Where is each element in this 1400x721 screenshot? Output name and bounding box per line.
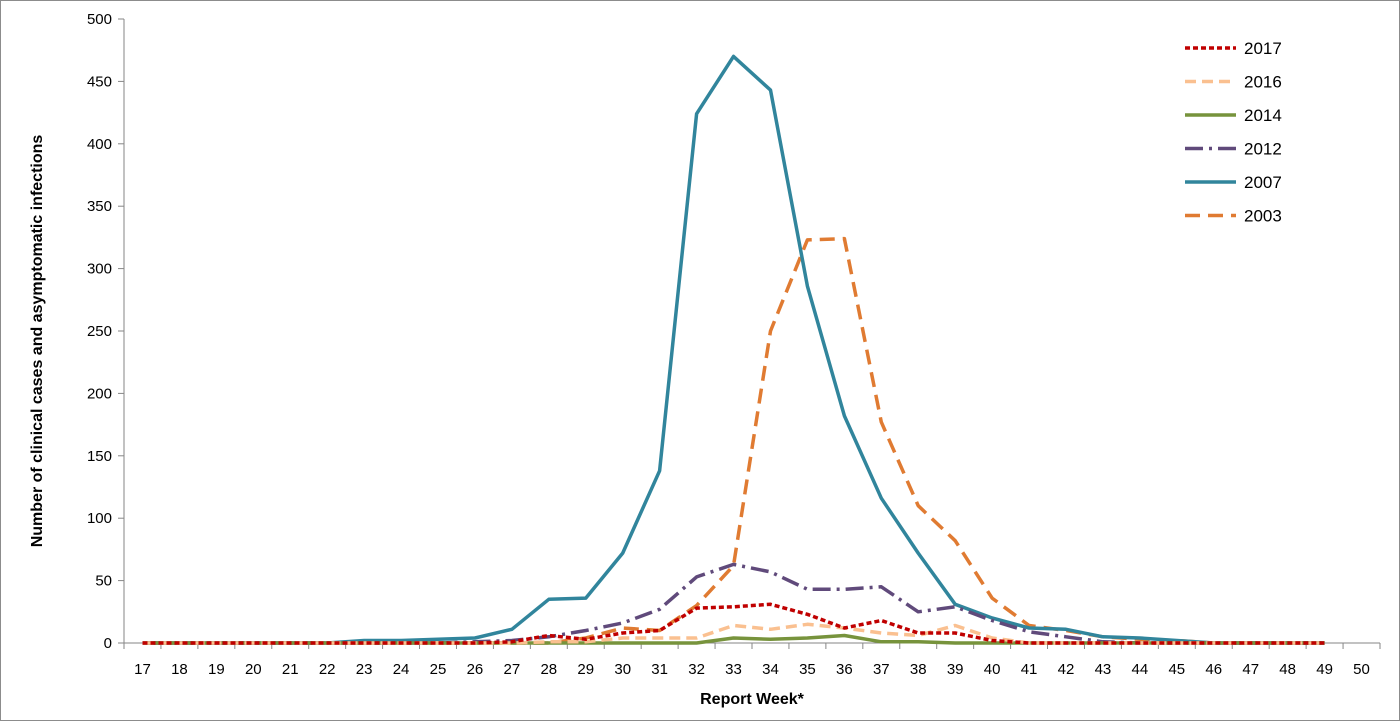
y-tick-label: 150 bbox=[87, 448, 112, 465]
y-tick-label: 200 bbox=[87, 385, 112, 402]
x-tick-label: 22 bbox=[319, 661, 336, 678]
x-tick-label: 27 bbox=[504, 661, 521, 678]
x-tick-label: 37 bbox=[873, 661, 890, 678]
x-tick-label: 45 bbox=[1168, 661, 1185, 678]
x-tick-label: 20 bbox=[245, 661, 262, 678]
legend-label-2007: 2007 bbox=[1244, 173, 1282, 192]
x-tick-label: 40 bbox=[984, 661, 1001, 678]
legend-label-2014: 2014 bbox=[1244, 106, 1282, 125]
x-tick-label: 28 bbox=[540, 661, 557, 678]
x-tick-label: 26 bbox=[467, 661, 484, 678]
x-tick-label: 50 bbox=[1353, 661, 1370, 678]
x-tick-label: 47 bbox=[1242, 661, 1259, 678]
x-tick-label: 41 bbox=[1021, 661, 1038, 678]
x-tick-label: 48 bbox=[1279, 661, 1296, 678]
x-tick-label: 25 bbox=[430, 661, 447, 678]
x-tick-label: 18 bbox=[171, 661, 188, 678]
legend-label-2012: 2012 bbox=[1244, 140, 1282, 159]
x-tick-label: 39 bbox=[947, 661, 964, 678]
y-tick-label: 0 bbox=[104, 635, 112, 652]
x-tick-label: 31 bbox=[651, 661, 668, 678]
x-tick-label: 46 bbox=[1205, 661, 1222, 678]
x-tick-label: 24 bbox=[393, 661, 410, 678]
y-tick-label: 300 bbox=[87, 261, 112, 278]
x-axis-title: Report Week* bbox=[700, 691, 805, 708]
x-tick-label: 38 bbox=[910, 661, 927, 678]
series-line-2012 bbox=[142, 562, 1325, 645]
x-tick-label: 32 bbox=[688, 661, 705, 678]
x-tick-label: 29 bbox=[577, 661, 594, 678]
legend: 2017 2016 2014 2012 2007 2003 bbox=[1185, 39, 1282, 226]
x-tick-label: 42 bbox=[1058, 661, 1075, 678]
y-tick-label: 400 bbox=[87, 136, 112, 153]
x-tick-label: 30 bbox=[614, 661, 631, 678]
series-layer bbox=[142, 54, 1325, 645]
x-tick-label: 17 bbox=[134, 661, 151, 678]
x-tick-label: 43 bbox=[1095, 661, 1112, 678]
x-tick-label: 34 bbox=[762, 661, 779, 678]
x-tick-label: 21 bbox=[282, 661, 299, 678]
x-tick-label: 19 bbox=[208, 661, 225, 678]
y-axis-title: Number of clinical cases and asymptomati… bbox=[29, 135, 46, 548]
x-tick-label: 44 bbox=[1132, 661, 1149, 678]
series-line-2017 bbox=[142, 602, 1325, 645]
x-tick-label: 33 bbox=[725, 661, 742, 678]
series-line-2003 bbox=[142, 236, 1325, 645]
x-tick-label: 49 bbox=[1316, 661, 1333, 678]
y-axis: 0 50 100 150 200 250 300 350 400 450 500 bbox=[87, 11, 125, 652]
y-tick-label: 350 bbox=[87, 198, 112, 215]
x-tick-label: 35 bbox=[799, 661, 816, 678]
legend-label-2003: 2003 bbox=[1244, 207, 1282, 226]
x-tick-label: 36 bbox=[836, 661, 853, 678]
y-tick-label: 450 bbox=[87, 73, 112, 90]
x-axis: 17 18 19 20 21 22 23 24 25 26 27 28 29 30 31 32 33 34 35 36… bbox=[123, 642, 1381, 678]
y-tick-label: 50 bbox=[95, 573, 112, 590]
x-tick-label: 23 bbox=[356, 661, 373, 678]
legend-label-2016: 2016 bbox=[1244, 73, 1282, 92]
legend-label-2017: 2017 bbox=[1244, 39, 1282, 58]
y-tick-label: 100 bbox=[87, 510, 112, 527]
y-tick-label: 250 bbox=[87, 323, 112, 340]
y-tick-label: 500 bbox=[87, 11, 112, 28]
